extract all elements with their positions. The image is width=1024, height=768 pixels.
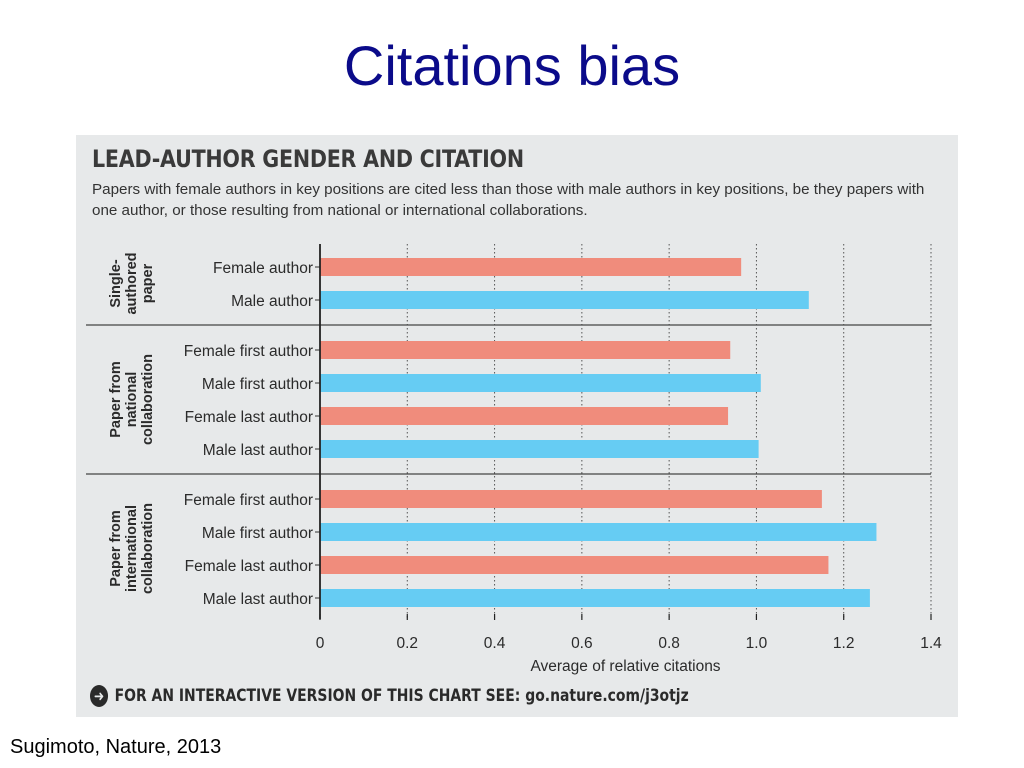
bar-category-label: Male author <box>231 293 313 310</box>
bar-female <box>320 556 829 574</box>
x-axis-label: Average of relative citations <box>530 658 720 675</box>
group-label-line: international <box>124 505 140 592</box>
bar-male <box>320 523 877 541</box>
group-label-line: authored <box>124 252 140 314</box>
bar-male <box>320 291 809 309</box>
x-tick-label: 1.0 <box>746 635 768 652</box>
group-label-line: collaboration <box>140 503 156 594</box>
bar-female <box>320 341 731 359</box>
slide-citation: Sugimoto, Nature, 2013 <box>10 736 222 758</box>
bar-category-label: Female last author <box>185 558 313 575</box>
figure-subtitle: Papers with female authors in key positi… <box>92 181 925 219</box>
bar-male <box>320 589 870 607</box>
figure-heading: LEAD-AUTHOR GENDER AND CITATION <box>92 145 524 173</box>
chart-figure: LEAD-AUTHOR GENDER AND CITATION Papers w… <box>76 135 958 717</box>
group-label-line: collaboration <box>140 354 156 445</box>
group-label-line: paper <box>140 263 156 303</box>
bar-female <box>320 407 729 425</box>
bar-male <box>320 440 759 458</box>
bar-category-label: Female first author <box>184 343 313 360</box>
x-tick-label: 1.2 <box>833 635 855 652</box>
slide-title: Citations bias <box>343 34 681 97</box>
bar-category-label: Female first author <box>184 492 313 509</box>
bar-female <box>320 258 742 276</box>
bar-category-label: Female last author <box>185 409 313 426</box>
bar-category-label: Male first author <box>202 525 313 542</box>
group-label-line: national <box>124 372 140 428</box>
x-tick-label: 0.8 <box>658 635 680 652</box>
bar-female <box>320 490 822 508</box>
x-tick-label: 1.4 <box>920 635 942 652</box>
bar-category-label: Male last author <box>203 442 313 459</box>
x-tick-label: 0.4 <box>484 635 506 652</box>
footer-lead-text: FOR AN INTERACTIVE VERSION OF THIS CHART… <box>114 686 521 706</box>
bar-male <box>320 374 761 392</box>
interactive-link-note: ➜ FOR AN INTERACTIVE VERSION OF THIS CHA… <box>90 685 689 707</box>
footer-link[interactable]: go.nature.com/j3otjz <box>525 686 689 706</box>
group-label-line: Paper from <box>108 510 124 587</box>
x-tick-label: 0.2 <box>397 635 419 652</box>
bar-category-label: Female author <box>213 260 313 277</box>
group-label-line: Single- <box>108 259 124 308</box>
x-tick-label: 0 <box>316 635 325 652</box>
bar-chart: Female author Male author Female first aut… <box>86 244 942 675</box>
group-label-line: Paper from <box>108 361 124 438</box>
bar-category-label: Male last author <box>203 591 313 608</box>
x-tick-label: 0.6 <box>571 635 593 652</box>
arrow-right-circle-icon: ➜ <box>90 685 109 707</box>
bar-category-label: Male first author <box>202 376 313 393</box>
